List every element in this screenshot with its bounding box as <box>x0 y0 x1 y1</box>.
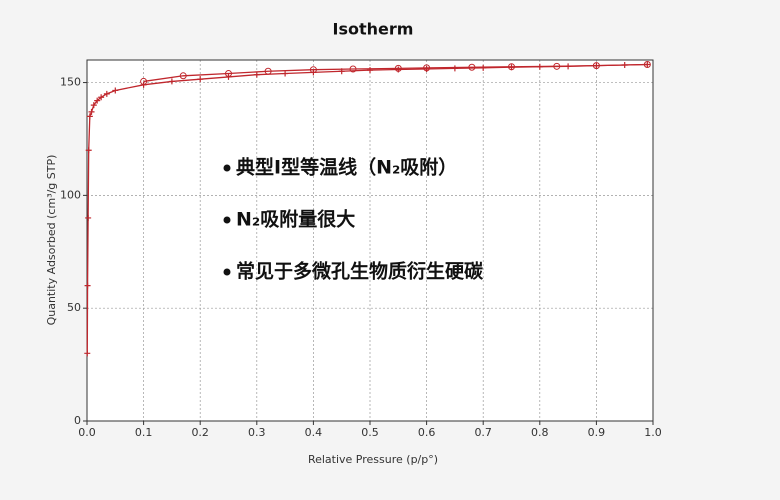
bullet <box>223 164 231 172</box>
annotation: 典型I型等温线（N₂吸附） <box>236 156 457 179</box>
x-tick-label: 0.5 <box>361 426 379 439</box>
x-tick-label: 0.7 <box>474 426 492 439</box>
marker <box>423 64 431 72</box>
x-tick-label: 0.6 <box>418 426 436 439</box>
marker <box>253 71 260 78</box>
marker <box>112 87 119 94</box>
x-tick-label: 0.1 <box>135 426 153 439</box>
marker <box>197 76 204 83</box>
chart-title: Isotherm <box>333 20 414 39</box>
x-tick-label: 0.0 <box>78 426 96 439</box>
marker <box>84 350 91 357</box>
marker <box>84 282 91 289</box>
x-tick-label: 0.8 <box>531 426 549 439</box>
y-tick-label: 100 <box>60 188 81 201</box>
marker <box>179 72 187 80</box>
marker <box>394 64 402 72</box>
marker <box>309 66 317 74</box>
marker <box>282 70 289 77</box>
x-tick-label: 0.4 <box>305 426 323 439</box>
marker <box>508 63 515 71</box>
plot-frame <box>86 59 654 422</box>
bullet <box>223 268 231 276</box>
marker <box>643 61 651 69</box>
x-tick-label: 0.2 <box>191 426 209 439</box>
marker <box>225 70 232 78</box>
marker <box>553 62 561 70</box>
bullet <box>223 216 231 224</box>
x-tick-label: 0.3 <box>248 426 266 439</box>
marker <box>349 65 357 73</box>
marker <box>98 94 105 101</box>
y-axis-label: Quantity Adsorbed (cm³/g STP) <box>45 155 58 326</box>
marker <box>140 77 148 85</box>
marker <box>85 214 92 221</box>
marker <box>88 108 95 115</box>
marker <box>264 67 272 75</box>
y-tick-label: 50 <box>67 301 81 314</box>
y-tick-label: 0 <box>74 414 81 427</box>
marker <box>480 64 487 71</box>
x-axis-label: Relative Pressure (p/p°) <box>308 453 438 466</box>
x-tick-label: 1.0 <box>644 426 662 439</box>
y-tick-label: 150 <box>60 76 81 89</box>
marker <box>451 65 458 72</box>
x-tick-label: 0.9 <box>588 426 606 439</box>
marker <box>86 113 93 120</box>
marker <box>103 90 110 97</box>
marker <box>468 63 476 71</box>
marker <box>85 147 92 154</box>
marker <box>168 78 175 85</box>
annotation: 常见于多微孔生物质衍生硬碳 <box>236 260 484 283</box>
series-line <box>143 63 648 83</box>
marker <box>592 62 600 70</box>
marker <box>94 97 101 104</box>
annotation: N₂吸附量很大 <box>236 208 355 231</box>
marker <box>90 102 97 109</box>
